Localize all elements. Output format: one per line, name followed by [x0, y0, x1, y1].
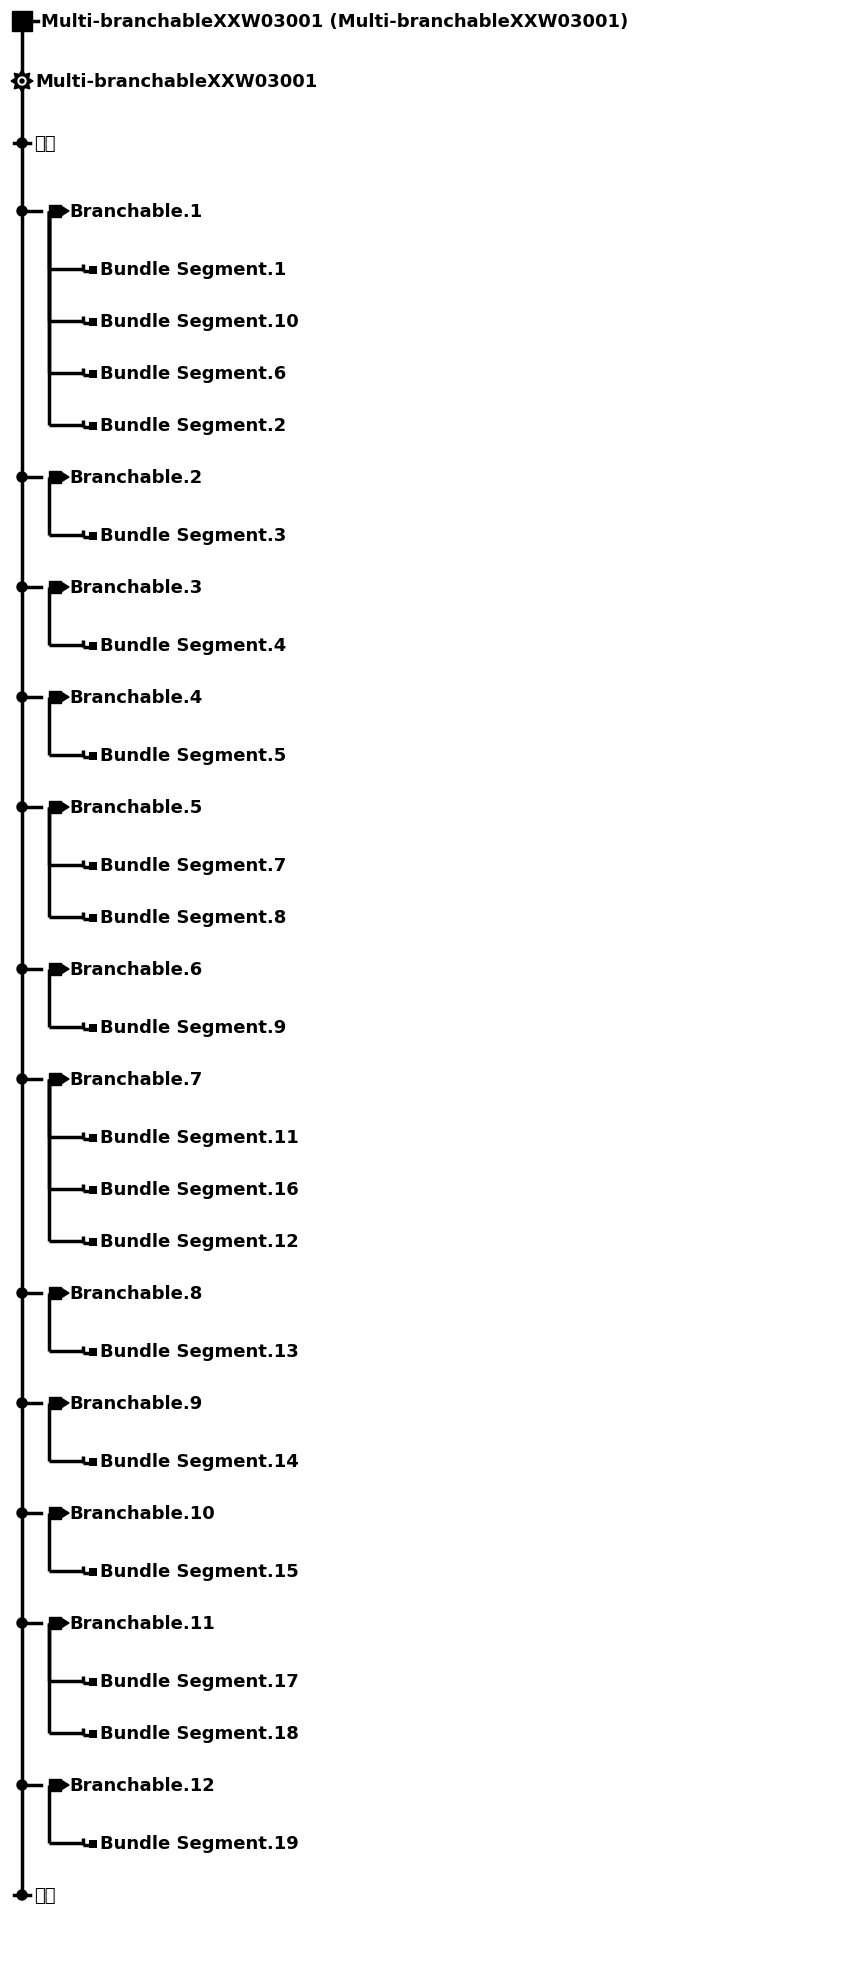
- Bar: [89, 1839, 97, 1847]
- Polygon shape: [61, 473, 69, 483]
- Text: Bundle Segment.12: Bundle Segment.12: [100, 1232, 298, 1249]
- Bar: [89, 1457, 97, 1467]
- Text: Branchable.4: Branchable.4: [69, 689, 202, 707]
- Text: Branchable.8: Branchable.8: [69, 1285, 202, 1303]
- Text: Bundle Segment.8: Bundle Segment.8: [100, 909, 286, 927]
- Bar: [89, 1679, 97, 1687]
- Circle shape: [18, 77, 26, 85]
- Circle shape: [17, 1075, 27, 1085]
- Bar: [89, 1568, 97, 1576]
- Circle shape: [17, 1891, 27, 1901]
- Bar: [89, 863, 97, 871]
- Polygon shape: [61, 1618, 69, 1628]
- Polygon shape: [61, 582, 69, 592]
- Bar: [49, 206, 61, 218]
- Text: Bundle Segment.7: Bundle Segment.7: [100, 857, 286, 875]
- Bar: [89, 752, 97, 760]
- Bar: [49, 1398, 61, 1410]
- Circle shape: [17, 473, 27, 483]
- Text: Branchable.3: Branchable.3: [69, 578, 202, 596]
- Text: Multi-branchableXXW03001 (Multi-branchableXXW03001): Multi-branchableXXW03001 (Multi-branchab…: [41, 14, 628, 32]
- Text: Bundle Segment.11: Bundle Segment.11: [100, 1129, 298, 1146]
- Polygon shape: [61, 1398, 69, 1408]
- Text: Bundle Segment.1: Bundle Segment.1: [100, 261, 286, 279]
- Text: Bundle Segment.3: Bundle Segment.3: [100, 527, 286, 545]
- Bar: [89, 915, 97, 923]
- Bar: [89, 1135, 97, 1142]
- Circle shape: [17, 964, 27, 974]
- Bar: [49, 1618, 61, 1630]
- Text: Branchable.12: Branchable.12: [69, 1776, 215, 1794]
- Bar: [89, 1238, 97, 1245]
- Bar: [49, 471, 61, 483]
- Bar: [89, 424, 97, 432]
- Circle shape: [17, 206, 27, 218]
- Bar: [49, 1287, 61, 1299]
- Text: 发布: 发布: [34, 135, 55, 152]
- Text: Bundle Segment.2: Bundle Segment.2: [100, 416, 286, 436]
- Text: Branchable.1: Branchable.1: [69, 202, 202, 222]
- Bar: [49, 802, 61, 814]
- Bar: [89, 1348, 97, 1356]
- Bar: [89, 1731, 97, 1738]
- Text: Bundle Segment.16: Bundle Segment.16: [100, 1180, 298, 1198]
- Bar: [89, 1186, 97, 1194]
- Polygon shape: [61, 964, 69, 974]
- Polygon shape: [61, 206, 69, 218]
- Bar: [49, 1780, 61, 1792]
- Polygon shape: [11, 71, 33, 93]
- Text: Bundle Segment.17: Bundle Segment.17: [100, 1673, 298, 1691]
- Bar: [49, 582, 61, 594]
- Circle shape: [17, 802, 27, 812]
- Text: Branchable.7: Branchable.7: [69, 1071, 202, 1089]
- Bar: [49, 964, 61, 976]
- Polygon shape: [61, 1289, 69, 1299]
- Polygon shape: [61, 802, 69, 812]
- Text: 发布: 发布: [34, 1887, 55, 1905]
- Polygon shape: [61, 1075, 69, 1085]
- Text: Bundle Segment.6: Bundle Segment.6: [100, 364, 286, 382]
- Text: Bundle Segment.5: Bundle Segment.5: [100, 746, 286, 764]
- Circle shape: [17, 1398, 27, 1408]
- Bar: [89, 319, 97, 327]
- Text: Bundle Segment.19: Bundle Segment.19: [100, 1833, 298, 1851]
- Text: Bundle Segment.4: Bundle Segment.4: [100, 638, 286, 655]
- Circle shape: [17, 1780, 27, 1790]
- Text: Bundle Segment.13: Bundle Segment.13: [100, 1342, 298, 1360]
- Bar: [49, 691, 61, 703]
- Text: Bundle Segment.15: Bundle Segment.15: [100, 1562, 298, 1580]
- Circle shape: [17, 1289, 27, 1299]
- Circle shape: [20, 79, 24, 83]
- Text: Bundle Segment.10: Bundle Segment.10: [100, 313, 298, 331]
- Bar: [49, 1073, 61, 1085]
- Text: Branchable.5: Branchable.5: [69, 798, 202, 816]
- Text: Multi-branchableXXW03001: Multi-branchableXXW03001: [35, 73, 317, 91]
- Bar: [89, 533, 97, 541]
- Polygon shape: [61, 1509, 69, 1519]
- Circle shape: [17, 139, 27, 148]
- Circle shape: [17, 1509, 27, 1519]
- Text: Branchable.9: Branchable.9: [69, 1394, 202, 1412]
- Text: Branchable.11: Branchable.11: [69, 1614, 215, 1632]
- Text: Bundle Segment.18: Bundle Segment.18: [100, 1725, 299, 1742]
- Circle shape: [17, 1618, 27, 1628]
- Text: Bundle Segment.14: Bundle Segment.14: [100, 1451, 298, 1471]
- Bar: [89, 1024, 97, 1032]
- Bar: [12, 12, 32, 32]
- Text: Branchable.6: Branchable.6: [69, 960, 202, 978]
- Bar: [49, 1507, 61, 1519]
- Text: Branchable.10: Branchable.10: [69, 1505, 215, 1523]
- Polygon shape: [61, 1780, 69, 1790]
- Bar: [89, 267, 97, 275]
- Text: Bundle Segment.9: Bundle Segment.9: [100, 1018, 286, 1036]
- Text: Branchable.2: Branchable.2: [69, 469, 202, 487]
- Circle shape: [17, 582, 27, 592]
- Circle shape: [17, 693, 27, 703]
- Bar: [89, 644, 97, 651]
- Bar: [89, 370, 97, 378]
- Polygon shape: [61, 693, 69, 703]
